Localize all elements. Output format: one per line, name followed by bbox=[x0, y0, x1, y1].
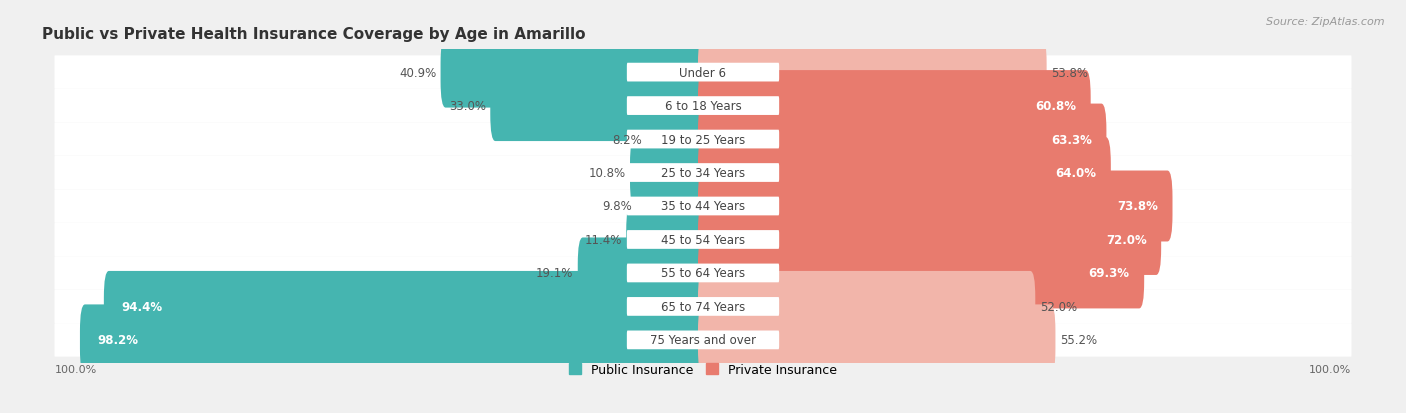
Text: 53.8%: 53.8% bbox=[1052, 66, 1088, 79]
FancyBboxPatch shape bbox=[80, 305, 709, 375]
FancyBboxPatch shape bbox=[627, 230, 779, 249]
FancyBboxPatch shape bbox=[491, 71, 709, 142]
Text: 10.8%: 10.8% bbox=[589, 166, 626, 180]
Text: 19.1%: 19.1% bbox=[536, 267, 574, 280]
FancyBboxPatch shape bbox=[697, 104, 1107, 175]
FancyBboxPatch shape bbox=[697, 138, 1111, 209]
FancyBboxPatch shape bbox=[627, 264, 779, 282]
FancyBboxPatch shape bbox=[697, 204, 1161, 275]
FancyBboxPatch shape bbox=[55, 290, 1351, 323]
FancyBboxPatch shape bbox=[55, 157, 1351, 190]
FancyBboxPatch shape bbox=[697, 305, 1056, 375]
Text: Source: ZipAtlas.com: Source: ZipAtlas.com bbox=[1267, 17, 1385, 26]
Legend: Public Insurance, Private Insurance: Public Insurance, Private Insurance bbox=[568, 363, 838, 376]
FancyBboxPatch shape bbox=[627, 164, 779, 183]
FancyBboxPatch shape bbox=[697, 238, 1144, 309]
Text: 60.8%: 60.8% bbox=[1035, 100, 1076, 113]
Text: 100.0%: 100.0% bbox=[55, 364, 97, 374]
Text: 63.3%: 63.3% bbox=[1052, 133, 1092, 146]
Text: Under 6: Under 6 bbox=[679, 66, 727, 79]
FancyBboxPatch shape bbox=[627, 331, 779, 349]
Text: 100.0%: 100.0% bbox=[1309, 364, 1351, 374]
Text: 35 to 44 Years: 35 to 44 Years bbox=[661, 200, 745, 213]
FancyBboxPatch shape bbox=[55, 256, 1351, 290]
Text: 11.4%: 11.4% bbox=[585, 233, 621, 247]
Text: 55 to 64 Years: 55 to 64 Years bbox=[661, 267, 745, 280]
Text: 33.0%: 33.0% bbox=[449, 100, 486, 113]
FancyBboxPatch shape bbox=[627, 97, 779, 116]
FancyBboxPatch shape bbox=[697, 171, 1173, 242]
FancyBboxPatch shape bbox=[55, 123, 1351, 157]
FancyBboxPatch shape bbox=[55, 223, 1351, 256]
FancyBboxPatch shape bbox=[627, 297, 779, 316]
Text: 8.2%: 8.2% bbox=[612, 133, 643, 146]
FancyBboxPatch shape bbox=[627, 197, 779, 216]
FancyBboxPatch shape bbox=[55, 56, 1351, 90]
Text: 75 Years and over: 75 Years and over bbox=[650, 334, 756, 347]
Text: 69.3%: 69.3% bbox=[1088, 267, 1129, 280]
Text: 19 to 25 Years: 19 to 25 Years bbox=[661, 133, 745, 146]
Text: 9.8%: 9.8% bbox=[602, 200, 631, 213]
FancyBboxPatch shape bbox=[626, 204, 709, 275]
FancyBboxPatch shape bbox=[627, 131, 779, 149]
FancyBboxPatch shape bbox=[697, 271, 1035, 342]
Text: 94.4%: 94.4% bbox=[121, 300, 163, 313]
Text: 55.2%: 55.2% bbox=[1060, 334, 1097, 347]
FancyBboxPatch shape bbox=[637, 171, 709, 242]
FancyBboxPatch shape bbox=[55, 323, 1351, 357]
FancyBboxPatch shape bbox=[55, 90, 1351, 123]
FancyBboxPatch shape bbox=[630, 138, 709, 209]
FancyBboxPatch shape bbox=[647, 104, 709, 175]
Text: Public vs Private Health Insurance Coverage by Age in Amarillo: Public vs Private Health Insurance Cover… bbox=[42, 26, 586, 41]
Text: 73.8%: 73.8% bbox=[1118, 200, 1159, 213]
Text: 65 to 74 Years: 65 to 74 Years bbox=[661, 300, 745, 313]
Text: 25 to 34 Years: 25 to 34 Years bbox=[661, 166, 745, 180]
Text: 98.2%: 98.2% bbox=[97, 334, 139, 347]
Text: 64.0%: 64.0% bbox=[1056, 166, 1097, 180]
Text: 52.0%: 52.0% bbox=[1039, 300, 1077, 313]
Text: 45 to 54 Years: 45 to 54 Years bbox=[661, 233, 745, 247]
Text: 40.9%: 40.9% bbox=[399, 66, 436, 79]
FancyBboxPatch shape bbox=[697, 38, 1046, 108]
FancyBboxPatch shape bbox=[627, 64, 779, 82]
Text: 72.0%: 72.0% bbox=[1107, 233, 1147, 247]
FancyBboxPatch shape bbox=[104, 271, 709, 342]
FancyBboxPatch shape bbox=[55, 190, 1351, 223]
FancyBboxPatch shape bbox=[578, 238, 709, 309]
Text: 6 to 18 Years: 6 to 18 Years bbox=[665, 100, 741, 113]
FancyBboxPatch shape bbox=[440, 38, 709, 108]
FancyBboxPatch shape bbox=[697, 71, 1091, 142]
